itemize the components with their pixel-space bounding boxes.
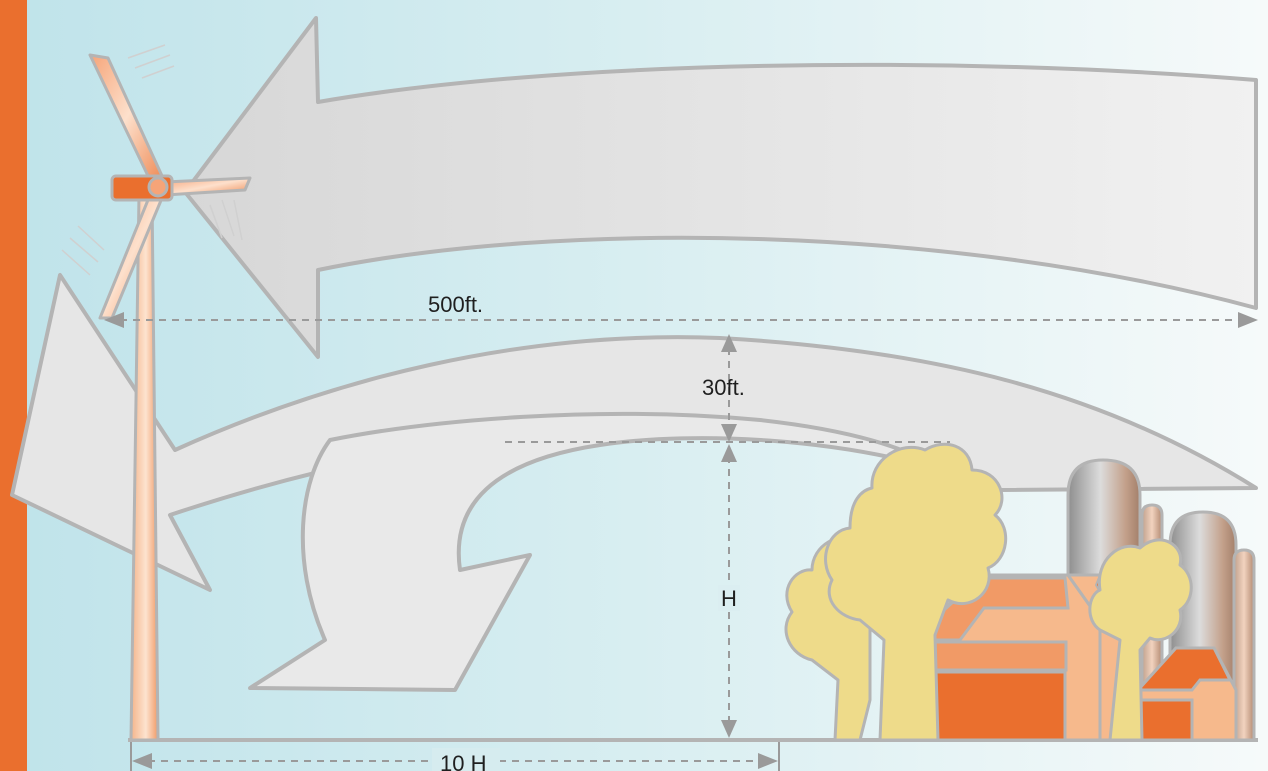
- label-h: H: [721, 586, 737, 611]
- label-30ft: 30ft.: [702, 375, 745, 400]
- turbine-hub: [147, 176, 169, 198]
- dimension-10h: 10 H: [130, 742, 780, 771]
- tree-big: [824, 442, 1008, 742]
- accent-side-bar: [0, 0, 27, 771]
- dimension-h: H: [718, 444, 740, 738]
- label-10h-bg: [432, 748, 500, 771]
- label-10h: 10 H: [440, 751, 486, 771]
- turbine-tower: [129, 193, 160, 742]
- curl-turbulence-arrow: [248, 411, 942, 692]
- dimension-30ft: 30ft.: [702, 334, 745, 442]
- tree-small: [1088, 538, 1193, 742]
- upper-turbulence-arrow: [183, 16, 1258, 359]
- label-h-bg: [718, 585, 740, 611]
- motion-lines: [61, 44, 243, 276]
- label-500ft: 500ft.: [428, 292, 483, 317]
- tree-icon: [784, 442, 1193, 742]
- wind-turbine-icon: [61, 44, 252, 320]
- dimension-500ft: 500ft.: [104, 292, 1258, 328]
